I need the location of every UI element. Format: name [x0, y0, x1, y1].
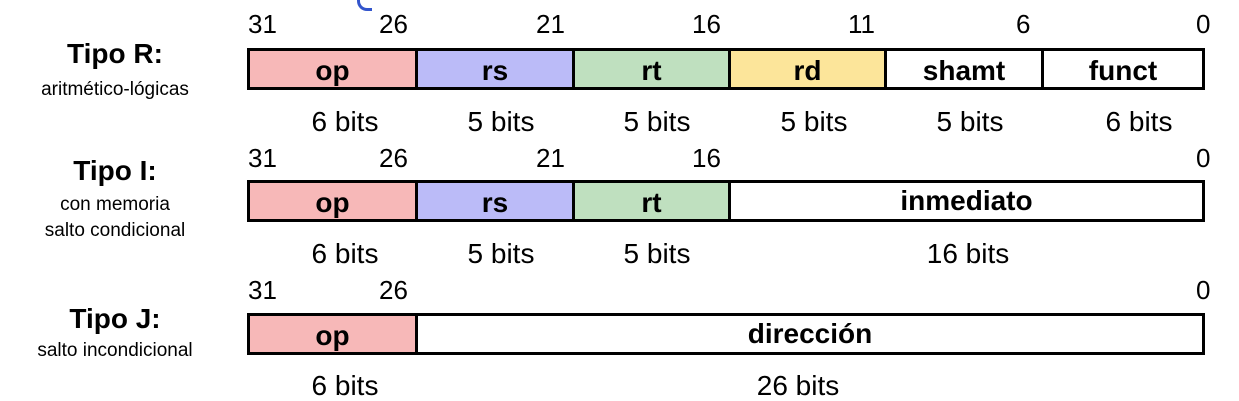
bit-tick-31: 31 [248, 143, 277, 173]
bit-tick-11: 11 [848, 9, 875, 39]
bit-tick-26: 26 [379, 275, 408, 305]
format-i-subtitle-line1: con memoria [60, 194, 170, 215]
top-decoration-stroke [357, 0, 372, 11]
bit-tick-0: 0 [1196, 143, 1211, 173]
bit-tick-31: 31 [248, 275, 277, 305]
field-op: op [250, 51, 418, 87]
field-op: op [250, 316, 418, 352]
bit-tick-6: 6 [1016, 9, 1031, 39]
format-r-title: Tipo R: [67, 38, 163, 69]
bits-label-direccion: 26 bits [756, 370, 840, 401]
bits-label-op: 6 bits [311, 238, 379, 269]
field-rs: rs [418, 51, 575, 87]
bit-tick-26: 26 [379, 143, 408, 173]
format-i-title: Tipo I: [73, 155, 157, 186]
field-rs: rs [418, 183, 575, 219]
field-rd: rd [731, 51, 887, 87]
bit-tick-21: 21 [536, 9, 565, 39]
field-shamt: shamt [887, 51, 1044, 87]
field-rt: rt [575, 183, 731, 219]
field-inmediato: inmediato [731, 183, 1202, 219]
format-i-subtitle-line2: salto condicional [44, 220, 186, 241]
format-r-subtitle: aritmético-lógicas [41, 79, 189, 100]
bits-label-rd: 5 bits [780, 106, 848, 137]
bits-label-rs: 5 bits [467, 106, 535, 137]
bits-label-shamt: 5 bits [936, 106, 1004, 137]
bit-tick-0: 0 [1196, 9, 1211, 39]
bits-label-op: 6 bits [311, 106, 379, 137]
bits-label-rt: 5 bits [623, 106, 691, 137]
bit-tick-21: 21 [536, 143, 565, 173]
bits-label-inmediato: 16 bits [926, 238, 1010, 269]
bits-label-op: 6 bits [311, 370, 379, 401]
field-op: op [250, 183, 418, 219]
bit-tick-0: 0 [1196, 275, 1211, 305]
bits-label-rs: 5 bits [467, 238, 535, 269]
format-j-title: Tipo J: [69, 303, 161, 334]
format-i-bar: op rs rt inmediato [247, 180, 1205, 222]
bit-tick-16: 16 [692, 9, 721, 39]
bit-tick-26: 26 [379, 9, 408, 39]
bit-tick-16: 16 [692, 143, 721, 173]
field-funct: funct [1044, 51, 1202, 87]
field-rt: rt [575, 51, 731, 87]
field-direccion: dirección [418, 316, 1202, 352]
bits-label-funct: 6 bits [1105, 106, 1173, 137]
format-r-bar: op rs rt rd shamt funct [247, 48, 1205, 90]
bit-tick-31: 31 [248, 9, 277, 39]
bits-label-rt: 5 bits [623, 238, 691, 269]
format-j-subtitle: salto incondicional [37, 340, 193, 361]
format-j-bar: op dirección [247, 313, 1205, 355]
